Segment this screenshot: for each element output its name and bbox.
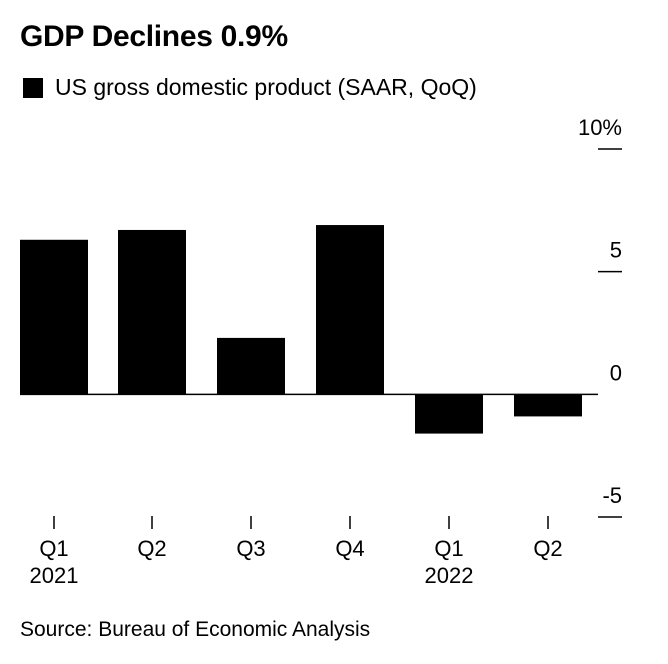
bar-2 — [118, 229, 186, 395]
source-note: Source: Bureau of Economic Analysis — [20, 618, 371, 641]
x-tick-label-1: Q1 — [39, 536, 68, 561]
y-tick-label-1: 10% — [578, 115, 622, 140]
x-tick-label-3: Q3 — [236, 536, 265, 561]
y-tick-label-3: 0 — [610, 360, 622, 385]
x-year-label-5: 2022 — [425, 563, 474, 588]
x-tick-label-2: Q2 — [137, 536, 166, 561]
legend: US gross domestic product (SAAR, QoQ) — [20, 74, 477, 101]
x-year-label-1: 2021 — [30, 563, 79, 588]
bar-6 — [514, 394, 582, 417]
bar-4 — [316, 225, 384, 395]
y-tick-label-4: -5 — [602, 483, 622, 508]
y-tick-label-2: 5 — [610, 238, 622, 263]
legend-label: US gross domestic product (SAAR, QoQ) — [55, 74, 477, 100]
legend-swatch — [23, 77, 43, 98]
bar-5 — [415, 394, 483, 434]
chart-title: GDP Declines 0.9% — [20, 20, 288, 53]
bar-1 — [20, 239, 88, 395]
x-tick-label-5: Q1 — [434, 536, 463, 561]
x-tick-label-6: Q2 — [533, 536, 562, 561]
x-tick-label-4: Q4 — [335, 536, 364, 561]
bar-3 — [217, 337, 285, 395]
